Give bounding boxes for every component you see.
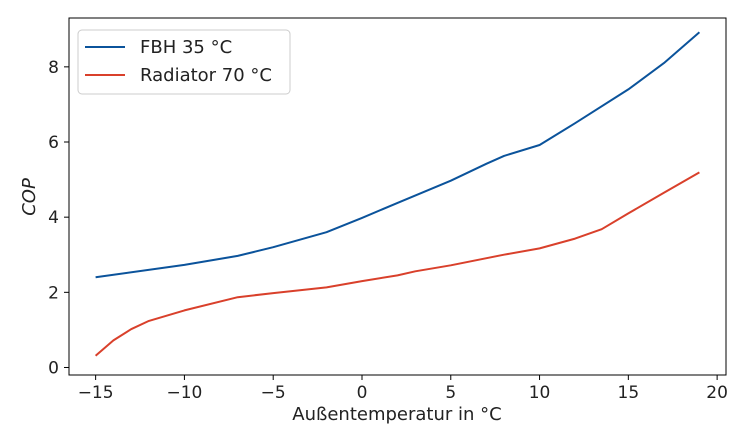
x-tick-label: 15: [618, 383, 640, 403]
series-layer: [94, 31, 701, 357]
legend: FBH 35 °C Radiator 70 °C: [77, 29, 291, 95]
y-tick-label: 6: [48, 133, 59, 153]
x-tick-label: −10: [166, 383, 202, 403]
x-tick-label: 5: [445, 383, 456, 403]
legend-label-fbh: FBH 35 °C: [140, 37, 232, 58]
y-tick-label: 0: [48, 358, 59, 378]
series-line-radiator: [94, 171, 700, 357]
x-tick-label: −5: [261, 383, 286, 403]
x-tick-label: 20: [706, 383, 728, 403]
x-axis-label: Außentemperatur in °C: [292, 404, 501, 425]
legend-box: [77, 29, 291, 95]
y-tick-label: 2: [48, 283, 59, 303]
plot-frame: [68, 17, 727, 376]
x-tick-label: 0: [357, 383, 368, 403]
x-tick-label: −15: [78, 383, 114, 403]
series-line-fbh: [95, 31, 701, 279]
x-tick-label: 10: [529, 383, 551, 403]
y-tick-label: 4: [48, 208, 59, 228]
legend-label-radiator: Radiator 70 °C: [140, 65, 272, 86]
y-tick-label: 8: [48, 58, 59, 78]
y-axis-label: COP: [19, 178, 40, 216]
tick-layer: −15 −10 −5 0 5 10 15 20 0 2 4 6 8: [48, 58, 728, 403]
